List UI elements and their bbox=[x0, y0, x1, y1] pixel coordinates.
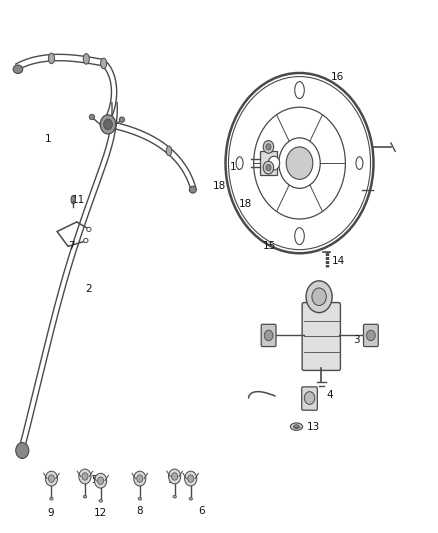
Text: 12: 12 bbox=[94, 508, 107, 518]
Ellipse shape bbox=[138, 497, 141, 500]
Ellipse shape bbox=[101, 58, 107, 69]
Circle shape bbox=[367, 330, 375, 341]
Circle shape bbox=[304, 392, 315, 405]
Circle shape bbox=[137, 475, 143, 482]
Ellipse shape bbox=[295, 228, 304, 245]
Circle shape bbox=[172, 473, 178, 480]
Text: 16: 16 bbox=[331, 71, 344, 82]
Ellipse shape bbox=[236, 157, 243, 169]
Circle shape bbox=[187, 475, 194, 482]
Circle shape bbox=[16, 442, 29, 458]
Text: 4: 4 bbox=[327, 390, 333, 400]
Ellipse shape bbox=[99, 499, 102, 502]
Text: 18: 18 bbox=[213, 181, 226, 191]
Text: 9: 9 bbox=[47, 508, 54, 518]
Ellipse shape bbox=[87, 227, 91, 231]
Circle shape bbox=[100, 115, 116, 134]
Circle shape bbox=[266, 165, 271, 171]
Text: 8: 8 bbox=[137, 506, 143, 516]
Text: 10: 10 bbox=[168, 475, 181, 484]
Text: 2: 2 bbox=[85, 284, 92, 294]
Circle shape bbox=[79, 469, 91, 484]
Circle shape bbox=[306, 281, 332, 313]
Circle shape bbox=[82, 473, 88, 480]
Ellipse shape bbox=[356, 157, 363, 169]
Circle shape bbox=[268, 156, 280, 170]
Text: 13: 13 bbox=[307, 422, 321, 432]
Text: 15: 15 bbox=[262, 241, 276, 252]
Ellipse shape bbox=[89, 114, 95, 119]
FancyBboxPatch shape bbox=[302, 387, 318, 410]
Text: 14: 14 bbox=[332, 256, 345, 266]
Circle shape bbox=[263, 141, 274, 154]
Text: 7: 7 bbox=[69, 241, 75, 252]
Text: 11: 11 bbox=[72, 195, 85, 205]
FancyBboxPatch shape bbox=[260, 151, 277, 175]
Ellipse shape bbox=[48, 53, 54, 63]
Ellipse shape bbox=[83, 54, 89, 64]
Text: 3: 3 bbox=[353, 335, 360, 345]
Ellipse shape bbox=[290, 423, 303, 430]
Circle shape bbox=[286, 147, 313, 179]
Ellipse shape bbox=[119, 117, 124, 122]
Ellipse shape bbox=[173, 495, 177, 498]
Ellipse shape bbox=[13, 65, 23, 74]
Ellipse shape bbox=[166, 146, 172, 156]
Circle shape bbox=[263, 161, 274, 174]
Ellipse shape bbox=[189, 497, 192, 500]
Ellipse shape bbox=[71, 196, 75, 204]
Circle shape bbox=[134, 471, 146, 486]
Circle shape bbox=[98, 477, 104, 484]
Text: 6: 6 bbox=[198, 506, 205, 516]
Ellipse shape bbox=[84, 238, 88, 243]
Ellipse shape bbox=[105, 115, 112, 123]
Circle shape bbox=[46, 471, 57, 486]
Ellipse shape bbox=[189, 186, 196, 193]
Circle shape bbox=[104, 119, 113, 130]
Circle shape bbox=[266, 144, 271, 150]
Text: 18: 18 bbox=[238, 199, 252, 209]
Text: 5: 5 bbox=[91, 475, 98, 484]
FancyBboxPatch shape bbox=[261, 324, 276, 346]
Circle shape bbox=[264, 330, 273, 341]
Ellipse shape bbox=[83, 495, 87, 498]
Ellipse shape bbox=[295, 82, 304, 99]
Circle shape bbox=[169, 469, 181, 484]
Circle shape bbox=[312, 288, 326, 305]
Circle shape bbox=[185, 471, 197, 486]
Ellipse shape bbox=[294, 425, 299, 429]
Text: 1: 1 bbox=[45, 134, 52, 144]
Ellipse shape bbox=[49, 497, 53, 500]
Circle shape bbox=[95, 473, 107, 488]
FancyBboxPatch shape bbox=[302, 303, 340, 370]
Text: 17: 17 bbox=[230, 162, 243, 172]
FancyBboxPatch shape bbox=[364, 324, 378, 346]
Circle shape bbox=[48, 475, 54, 482]
